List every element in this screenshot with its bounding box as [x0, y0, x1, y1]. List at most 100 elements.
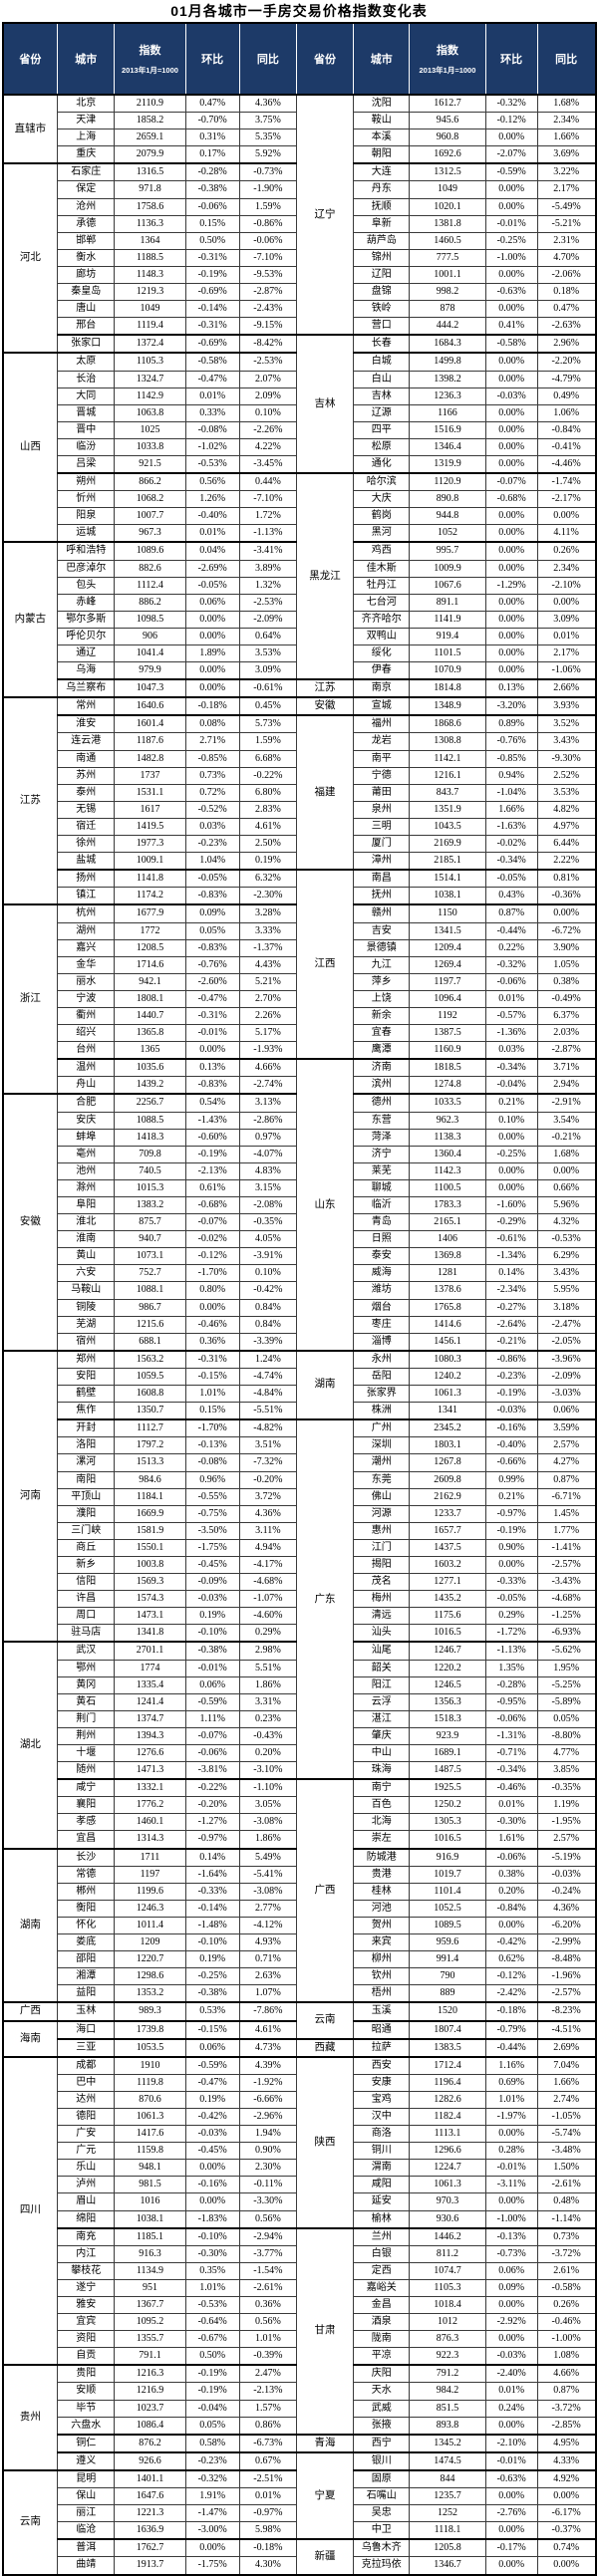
yoy-cell: 4.11%: [536, 524, 597, 543]
city-cell: 大同: [57, 386, 116, 405]
index-cell: 1159.8: [114, 2142, 186, 2161]
mom-cell: 0.14%: [484, 1264, 538, 1283]
yoy-cell: -1.92%: [238, 2073, 297, 2092]
yoy-cell: -0.73%: [238, 162, 297, 182]
mom-cell: 0.56%: [184, 472, 240, 492]
yoy-cell: -3.77%: [238, 2244, 297, 2263]
mom-cell: -0.12%: [484, 1967, 538, 1986]
index-cell: 740.5: [114, 1161, 186, 1180]
mom-cell: -0.63%: [484, 2468, 538, 2489]
index-cell: 1308.8: [409, 732, 486, 751]
mom-cell: 2.71%: [184, 732, 240, 751]
city-cell: 葫芦岛: [353, 231, 411, 250]
yoy-cell: 3.59%: [536, 1418, 597, 1438]
city-cell: 鹤岗: [353, 507, 411, 526]
mom-cell: -0.33%: [184, 1882, 240, 1901]
mom-cell: -0.79%: [484, 2019, 538, 2040]
yoy-cell: 0.00%: [536, 1161, 597, 1180]
table-row: 上海 2659.1 0.31% 5.35% 本溪 960.8 0.00% 1.66%: [3, 129, 597, 147]
province-cell: 江苏: [295, 678, 355, 698]
index-cell: 1011.4: [114, 1916, 186, 1935]
index-cell: 1043.5: [409, 817, 486, 837]
index-cell: 791.2: [409, 2364, 486, 2384]
mom-cell: 0.00%: [184, 1041, 240, 1060]
yoy-cell: 6.29%: [536, 1247, 597, 1266]
city-cell: 江门: [353, 1538, 411, 1557]
yoy-cell: 0.64%: [238, 627, 297, 646]
yoy-cell: 5.96%: [536, 1195, 597, 1215]
table-row: 广元 1159.8 -0.45% 0.90% 铜川 1296.6 0.28% -3.48%: [3, 2142, 597, 2161]
yoy-cell: 4.30%: [238, 2556, 297, 2575]
yoy-cell: 0.01%: [238, 2487, 297, 2506]
mom-cell: 0.03%: [484, 1041, 538, 1060]
city-cell: 淄博: [353, 1332, 411, 1352]
mom-cell: -2.10%: [484, 2433, 538, 2453]
table-row: 鹤壁 1608.8 1.01% -4.84% 张家界 1061.3 -0.19% -3.03%: [3, 1385, 597, 1404]
index-cell: 891.1: [409, 593, 486, 612]
mom-cell: 0.00%: [484, 437, 538, 456]
table-row: 荆州 1394.3 -0.07% -0.43% 肇庆 923.9 -1.31% -8.80%: [3, 1726, 597, 1746]
mom-cell: -0.55%: [184, 1487, 240, 1506]
province-cell: 黑龙江: [295, 472, 355, 680]
index-cell: 1192: [409, 1006, 486, 1026]
province-cell: 河南: [1, 1349, 59, 1643]
mom-cell: -0.95%: [484, 1692, 538, 1711]
yoy-cell: 1.66%: [536, 129, 597, 147]
mom-cell: -0.06%: [484, 972, 538, 991]
index-cell: 1808.1: [114, 989, 186, 1008]
yoy-cell: 4.61%: [238, 2019, 297, 2040]
yoy-cell: 0.19%: [238, 852, 297, 871]
mom-cell: -0.28%: [184, 162, 240, 182]
table-row: 镇江 1174.2 -0.83% -2.30% 抚州 1038.1 0.43% -0.36%: [3, 887, 597, 905]
city-cell: 晋中: [57, 420, 116, 439]
city-cell: 内江: [57, 2244, 116, 2263]
yoy-cell: -2.85%: [536, 2416, 597, 2436]
yoy-cell: 2.94%: [536, 1076, 597, 1095]
table-row: 扬州 1141.8 -0.05% 6.32% 江西 南昌 1514.1 -0.05% 0.81%: [3, 869, 597, 1060]
yoy-cell: -1.41%: [536, 1538, 597, 1557]
index-cell: 1712.4: [409, 2055, 486, 2075]
city-cell: 济宁: [353, 1145, 411, 1163]
index-cell: 1070.9: [409, 661, 486, 680]
yoy-cell: -2.05%: [536, 1332, 597, 1352]
mom-cell: 0.00%: [184, 610, 240, 629]
mom-cell: 1.61%: [484, 1830, 538, 1850]
table-row: 黄山 1073.1 -0.12% -3.91% 泰安 1369.8 -1.34% 6.29%: [3, 1247, 597, 1266]
city-cell: 昆明: [57, 2468, 116, 2489]
city-cell: 临汾: [57, 437, 116, 456]
mom-cell: 0.73%: [184, 766, 240, 785]
table-row: 忻州 1068.2 1.26% -7.10% 大庆 890.8 -0.68% -2.17%: [3, 490, 597, 509]
yoy-cell: -1.05%: [536, 2107, 597, 2127]
mom-cell: -1.72%: [484, 1624, 538, 1643]
city-cell: 驻马店: [57, 1624, 116, 1643]
city-cell: 合肥: [57, 1093, 116, 1113]
mom-cell: -0.84%: [484, 1899, 538, 1918]
table-row: 丽水 942.1 -2.60% 5.21% 萍乡 1197.7 -0.06% 0.38%: [3, 972, 597, 991]
city-cell: 沈阳: [353, 94, 411, 114]
yoy-cell: 4.94%: [238, 1538, 297, 1557]
mom-cell: 0.05%: [184, 2416, 240, 2436]
city-cell: 齐齐哈尔: [353, 610, 411, 629]
index-cell: 1677.9: [114, 903, 186, 923]
index-cell: 890.8: [409, 490, 486, 509]
index-cell: 1187.6: [114, 732, 186, 751]
mom-cell: 0.09%: [184, 903, 240, 923]
yoy-cell: -1.96%: [536, 1967, 597, 1986]
yoy-cell: 3.85%: [536, 1761, 597, 1780]
city-cell: 九江: [353, 955, 411, 974]
index-cell: 1417.6: [114, 2125, 186, 2144]
mom-cell: 1.89%: [184, 644, 240, 663]
yoy-cell: -0.61%: [238, 678, 297, 698]
city-cell: 南昌: [353, 869, 411, 889]
table-row: 天津 1858.2 -0.70% 3.75% 鞍山 945.6 -0.12% 2.34%: [3, 112, 597, 130]
yoy-cell: 0.05%: [536, 1709, 597, 1728]
mom-cell: -1.63%: [484, 817, 538, 837]
yoy-cell: 4.05%: [238, 1230, 297, 1249]
yoy-cell: 2.31%: [536, 231, 597, 250]
city-cell: 桂林: [353, 1882, 411, 1901]
index-cell: 1737: [114, 766, 186, 785]
yoy-cell: -7.10%: [238, 248, 297, 267]
mom-cell: -2.42%: [484, 1984, 538, 2003]
index-cell: 1059.5: [114, 1367, 186, 1387]
